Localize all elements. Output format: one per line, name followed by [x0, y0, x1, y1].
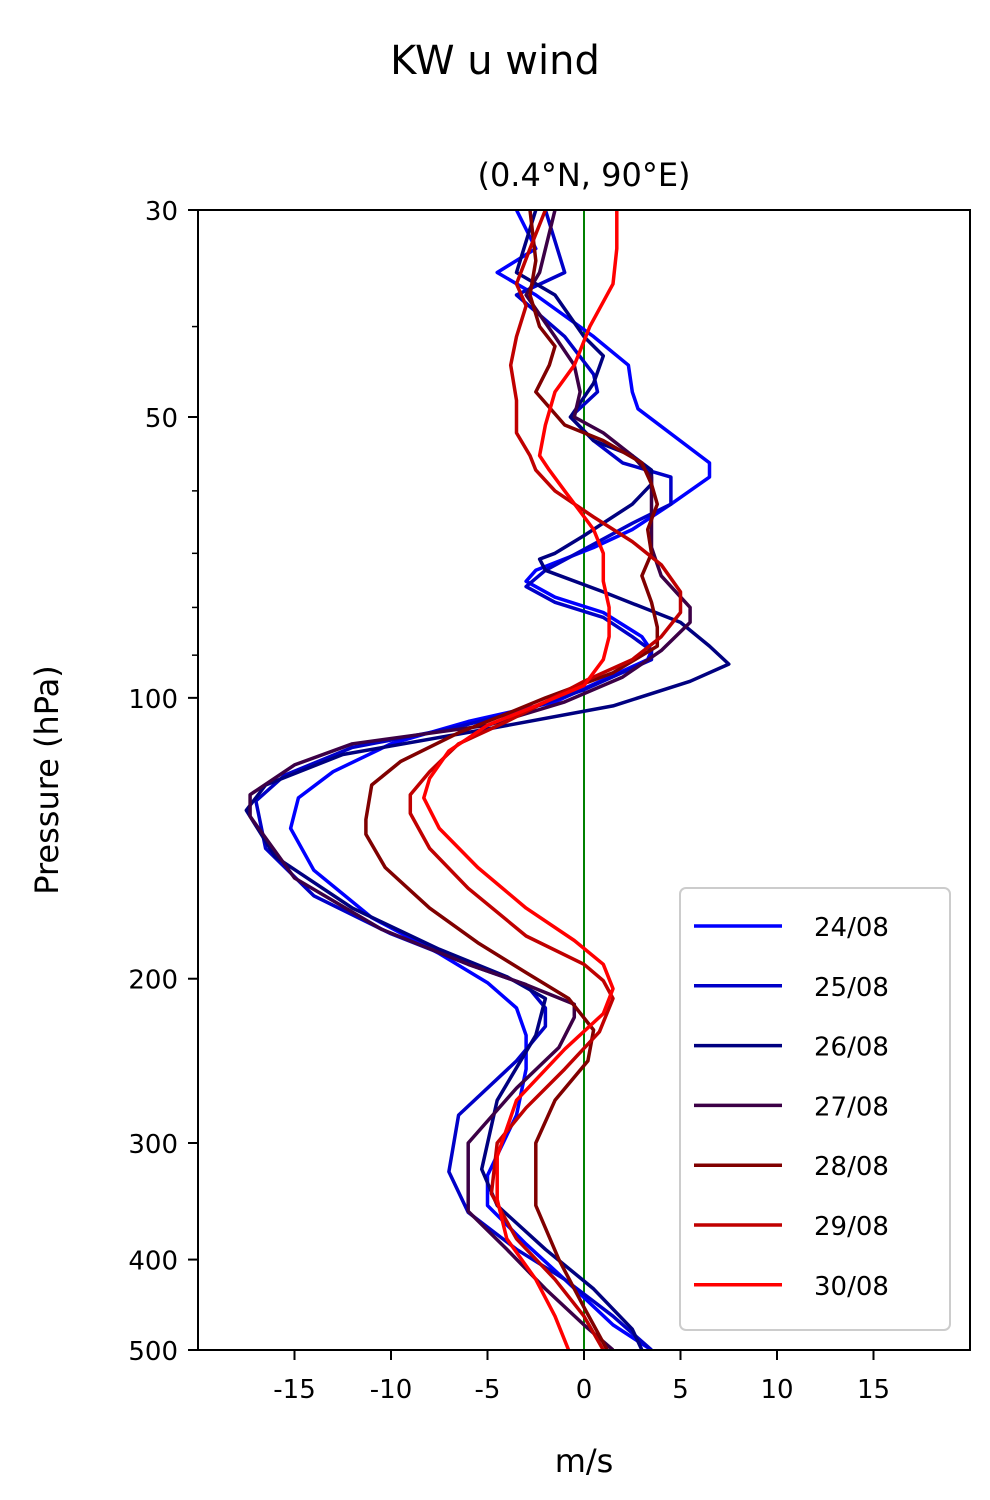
y-tick-label: 100: [128, 685, 178, 715]
legend-label: 30/08: [814, 1272, 889, 1302]
chart-title: KW u wind: [390, 38, 600, 84]
x-tick-label: 0: [576, 1375, 593, 1405]
y-tick-label: 200: [128, 966, 178, 996]
legend-label: 29/08: [814, 1212, 889, 1242]
x-tick-label: 10: [760, 1375, 793, 1405]
legend-box: [679, 887, 951, 1331]
series-line-24/08: [288, 210, 712, 1350]
series-line-29/08: [408, 210, 683, 1350]
y-tick-label: 500: [128, 1337, 178, 1367]
x-tick-label: -10: [370, 1375, 412, 1405]
y-axis-label: Pressure (hPa): [28, 665, 66, 895]
plot-frame: [197, 209, 971, 1351]
legend-label: 24/08: [814, 913, 889, 943]
legend-label: 26/08: [814, 1033, 889, 1063]
x-axis-label: m/s: [555, 1442, 614, 1480]
y-tick-label: 400: [128, 1247, 178, 1277]
series-line-27/08: [248, 210, 692, 1350]
plot-area: -15 -10 -5 0 5 10 15 30 50 100 200 300 400 500: [128, 197, 890, 1405]
series-line-30/08: [422, 210, 619, 1350]
legend-label: 25/08: [814, 973, 889, 1003]
legend: 24/08 25/08 26/08 27/08 28/08 29/08 30/08: [679, 887, 951, 1331]
y-tick-label: 30: [145, 197, 178, 227]
x-tick-label: -5: [475, 1375, 501, 1405]
chart-subtitle: (0.4°N, 90°E): [477, 156, 690, 194]
series-line-28/08: [364, 210, 660, 1350]
x-tick-label: -15: [273, 1375, 315, 1405]
legend-label: 27/08: [814, 1092, 889, 1122]
x-tick-label: 5: [672, 1375, 689, 1405]
y-tick-label: 300: [128, 1130, 178, 1160]
legend-label: 28/08: [814, 1152, 889, 1182]
y-tick-label: 50: [145, 404, 178, 434]
series-line-26/08: [244, 210, 731, 1350]
x-tick-label: 15: [857, 1375, 890, 1405]
series-line-25/08: [254, 210, 673, 1350]
